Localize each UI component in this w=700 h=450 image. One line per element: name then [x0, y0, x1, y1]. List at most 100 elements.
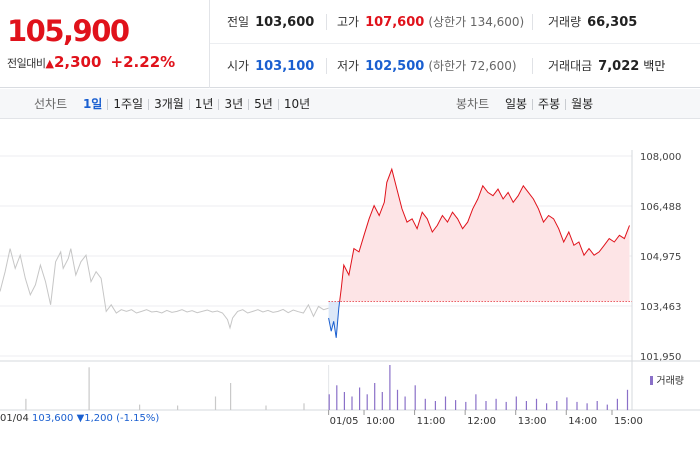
volume-bar	[455, 400, 457, 410]
x-tick-label: 12:00	[467, 416, 496, 427]
up-triangle-icon: ▲	[45, 57, 54, 70]
candle-chart-label: 봉차트	[456, 97, 490, 111]
prev-day-date: 01/04	[0, 413, 29, 424]
toolbar-divider	[107, 99, 109, 110]
volume-bar	[374, 383, 376, 410]
stats-row-2: 시가 103,100 저가 102,500 (하한가 72,600) 거래대금 7,02…	[210, 44, 700, 88]
prev-day-info: 01/04 103,600 ▼1,200 (-1.15%)	[0, 413, 159, 424]
range-option-4[interactable]: 3년	[224, 97, 244, 111]
y-tick-label: 104,975	[640, 252, 681, 263]
toolbar-divider	[277, 99, 279, 110]
stat-value: 103,600	[255, 15, 315, 30]
divider	[532, 58, 533, 74]
stat-label: 거래대금	[548, 59, 593, 73]
divider	[532, 14, 533, 30]
toolbar-divider	[532, 99, 534, 110]
candle-option-0[interactable]: 일봉	[504, 97, 528, 111]
toolbar-divider	[148, 99, 150, 110]
toolbar-divider	[218, 99, 220, 110]
stat-label: 전일	[227, 15, 250, 29]
volume-bar	[230, 383, 232, 410]
y-tick-label: 103,463	[640, 302, 681, 313]
stat-value: 107,600	[365, 15, 425, 30]
up-area	[339, 169, 630, 302]
volume-bar	[495, 398, 497, 411]
stat-value: 103,100	[255, 59, 315, 74]
volume-bar	[525, 401, 527, 410]
volume-bar	[303, 403, 305, 411]
range-option-1[interactable]: 1주일	[113, 97, 144, 111]
volume-bar	[576, 401, 578, 410]
change-label: 전일대비	[7, 57, 46, 70]
volume-legend-swatch	[650, 376, 654, 385]
candle-option-1[interactable]: 주봉	[538, 97, 561, 111]
volume-bar	[546, 403, 548, 411]
volume-bar	[414, 385, 416, 411]
volume-bar	[359, 387, 361, 410]
volume-bar	[177, 405, 179, 410]
volume-bar	[336, 385, 338, 411]
current-price: 105,900	[7, 14, 130, 48]
range-option-0[interactable]: 1일	[82, 97, 103, 111]
stat-label: 저가	[337, 59, 360, 73]
volume-bar	[396, 389, 399, 411]
volume-bar	[389, 365, 391, 410]
prev-day-pct: (-1.15%)	[116, 413, 160, 424]
volume-bar	[515, 396, 517, 410]
range-option-6[interactable]: 10년	[283, 97, 311, 111]
stat-value: 7,022	[598, 59, 640, 74]
volume-bar	[328, 394, 330, 410]
stat-label: 거래량	[548, 15, 582, 29]
volume-bar	[616, 398, 618, 411]
volume-bar	[485, 401, 487, 410]
stat-sub: (하한가 72,600)	[428, 59, 517, 73]
volume-bar	[606, 404, 608, 410]
x-tick-label: 14:00	[568, 416, 597, 427]
line-chart-label: 선차트	[34, 97, 68, 111]
volume-bar	[566, 397, 568, 410]
stat-amount: 거래대금 7,022 백만	[548, 44, 665, 88]
volume-bar	[88, 367, 90, 411]
range-option-2[interactable]: 3개월	[154, 97, 184, 111]
volume-bar	[214, 396, 217, 410]
volume-bar	[381, 392, 383, 410]
volume-bar	[556, 401, 558, 410]
divider	[326, 14, 327, 30]
volume-bar	[444, 396, 447, 410]
range-option-5[interactable]: 5년	[254, 97, 273, 111]
x-date-label: 01/05	[330, 416, 359, 427]
y-tick-label: 101,950	[640, 352, 681, 363]
volume-bar	[535, 398, 538, 411]
volume-bar	[404, 396, 406, 410]
x-tick-label: 13:00	[518, 416, 547, 427]
stock-summary: 105,900 전일대비▲2,300 +2.22% 전일 103,600 고가 10…	[0, 0, 700, 88]
prev-day-change: 1,200	[84, 413, 113, 424]
candle-option-2[interactable]: 월봉	[571, 97, 594, 111]
volume-bar	[465, 401, 467, 410]
change-value: 2,300	[53, 53, 102, 71]
volume-bar	[586, 403, 588, 411]
volume-bar	[505, 401, 507, 410]
price-change: 전일대비▲2,300 +2.22%	[7, 53, 175, 71]
toolbar-divider	[188, 99, 190, 110]
stat-prev-close: 전일 103,600	[227, 0, 314, 44]
stat-label: 고가	[337, 15, 360, 29]
stat-label: 시가	[227, 59, 250, 73]
volume-bar	[424, 398, 426, 411]
down-triangle-icon: ▼	[76, 413, 85, 424]
volume-bar	[25, 398, 27, 411]
volume-bar	[366, 394, 368, 410]
x-tick-label: 10:00	[366, 416, 395, 427]
volume-bar	[434, 401, 436, 410]
volume-bar	[351, 396, 353, 410]
volume-bar	[343, 392, 345, 410]
volume-bar	[265, 405, 267, 410]
stat-low: 저가 102,500 (하한가 72,600)	[337, 44, 517, 88]
stat-value: 66,305	[587, 15, 638, 30]
volume-bar	[139, 404, 141, 410]
stat-high: 고가 107,600 (상한가 134,600)	[337, 0, 524, 44]
toolbar-divider	[565, 99, 567, 110]
range-option-3[interactable]: 1년	[194, 97, 214, 111]
price-chart: 108,000 106,488 104,975 103,463 101,950 01/05…	[0, 150, 700, 427]
volume-legend-label: 거래량	[656, 376, 684, 387]
